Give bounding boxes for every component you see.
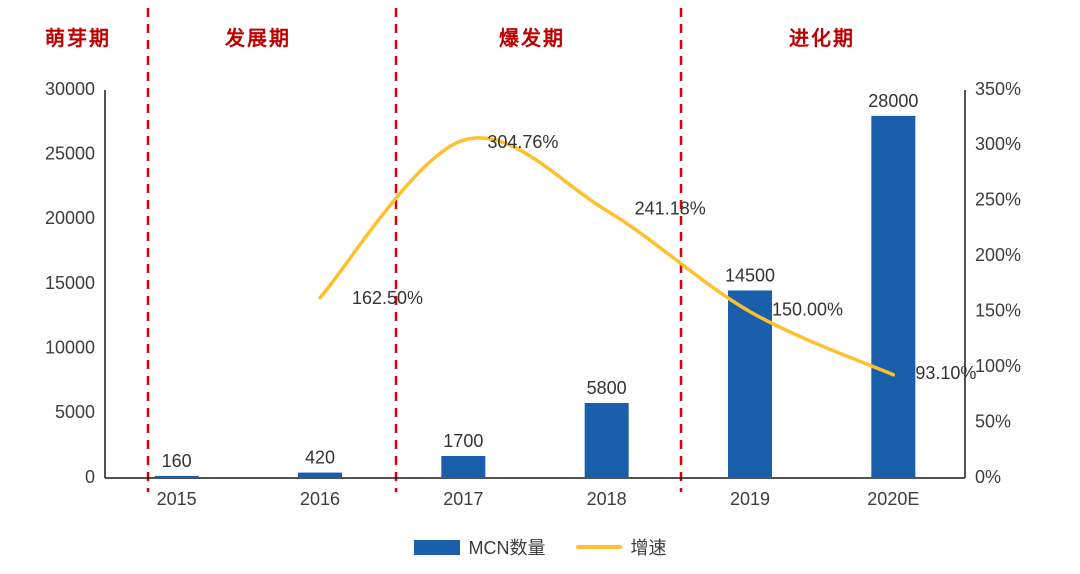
chart-legend: MCN数量 增速 [0,534,1080,560]
growth-value-label: 241.18% [635,199,706,219]
right-axis-tick-label: 300% [975,134,1021,154]
bar-2018 [584,402,629,478]
right-axis-tick-label: 350% [975,79,1021,99]
bar-2016 [298,472,342,478]
phase-label-explosion: 爆发期 [499,28,565,50]
phase-label-germination: 萌芽期 [45,28,111,50]
bar-value-label: 1700 [443,431,483,451]
legend-item-growth-rate: 增速 [575,534,667,560]
left-axis-tick-label: 25000 [45,143,95,163]
legend-label-growth-rate: 增速 [630,538,667,558]
legend-item-mcn-count: MCN数量 [413,534,546,560]
growth-value-label: 93.10% [915,363,976,383]
left-axis-tick-label: 0 [85,467,95,487]
bar-value-label: 14500 [725,265,775,285]
bar-2020E [871,115,916,478]
left-axis-tick-label: 20000 [45,208,95,228]
left-axis-tick-label: 10000 [45,337,95,357]
x-axis-label: 2018 [587,489,627,509]
bar-series-swatch-icon [413,539,460,555]
left-axis-tick-label: 15000 [45,273,95,293]
right-axis-tick-label: 200% [975,245,1021,265]
bar-2015 [154,475,199,478]
bar-2019 [728,290,772,478]
line-series-swatch-icon [575,545,622,549]
x-axis-label: 2015 [157,489,197,509]
right-axis-tick-label: 50% [975,411,1011,431]
x-axis-label: 2017 [443,489,483,509]
bar-value-label: 5800 [587,378,627,398]
bar-2017 [441,456,486,478]
x-axis-label: 2016 [300,489,340,509]
right-axis-tick-label: 150% [975,300,1021,320]
growth-rate-line [318,136,896,377]
right-axis-tick-label: 0% [975,467,1001,487]
phase-label-development: 发展期 [225,28,291,50]
legend-label-mcn-count: MCN数量 [468,538,546,558]
x-axis-label: 2020E [867,489,919,509]
bar-value-label: 160 [162,451,192,471]
x-axis-label: 2019 [730,489,770,509]
growth-value-label: 150.00% [772,300,843,320]
right-axis-tick-label: 250% [975,190,1021,210]
right-axis-tick-label: 100% [975,356,1021,376]
growth-value-label: 162.50% [352,288,423,308]
bar-value-label: 420 [305,448,335,468]
phase-label-evolution: 进化期 [789,28,855,50]
growth-value-label: 304.76% [487,132,558,152]
left-axis-tick-label: 30000 [45,79,95,99]
bar-value-label: 28000 [868,91,918,111]
left-axis-tick-label: 5000 [55,402,95,422]
